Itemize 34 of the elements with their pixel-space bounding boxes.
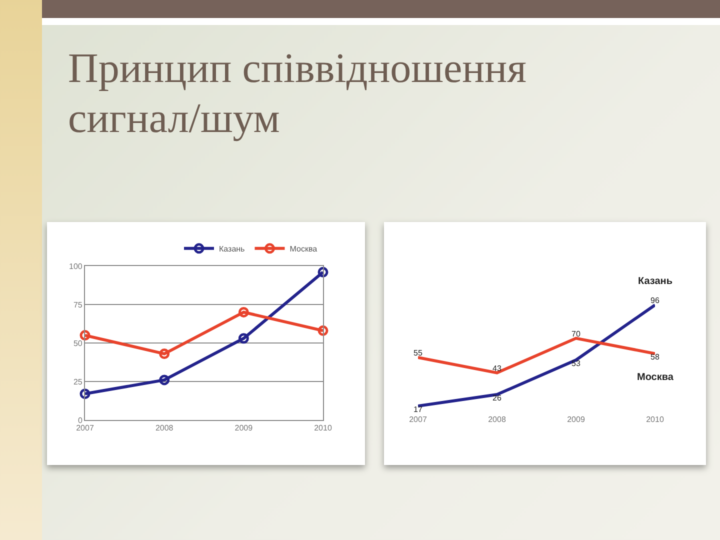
point <box>80 388 90 400</box>
point <box>238 333 249 344</box>
y-tick-label: 75 <box>73 300 83 310</box>
legend-label: Москва <box>290 244 318 254</box>
point <box>318 266 328 278</box>
text: Москва <box>637 372 674 383</box>
point <box>159 348 170 360</box>
y-tick-label: 50 <box>73 338 83 348</box>
point <box>159 374 170 386</box>
point <box>80 330 90 341</box>
legend-label: Казань <box>219 244 245 254</box>
x-tick-label: 2007 <box>76 424 94 433</box>
x-tick-label: 2007 <box>409 415 428 424</box>
x-tick-label: 2009 <box>234 424 254 433</box>
data-label: 58 <box>650 352 660 362</box>
data-label: 17 <box>414 405 423 414</box>
y-tick-label: 25 <box>73 377 83 386</box>
y-tick-label: 100 <box>69 262 83 271</box>
x-tick-label: 2009 <box>567 415 586 424</box>
text: Казань <box>638 276 672 287</box>
data-label: 96 <box>650 296 660 305</box>
data-label: 53 <box>572 359 581 368</box>
x-tick-label: 2008 <box>155 424 174 433</box>
data-label: 70 <box>572 329 581 338</box>
data-label: 43 <box>492 364 502 373</box>
chart-title: Принцип співвідношення сигнал/шум <box>68 45 528 144</box>
data-label: 55 <box>414 348 423 358</box>
point <box>238 306 249 318</box>
data-label: 26 <box>492 394 502 403</box>
x-tick-label: 2010 <box>646 415 664 424</box>
x-tick-label: 2010 <box>314 424 332 433</box>
point <box>318 325 328 336</box>
x-tick-label: 2008 <box>488 415 506 424</box>
y-tick-label: 0 <box>78 416 83 425</box>
